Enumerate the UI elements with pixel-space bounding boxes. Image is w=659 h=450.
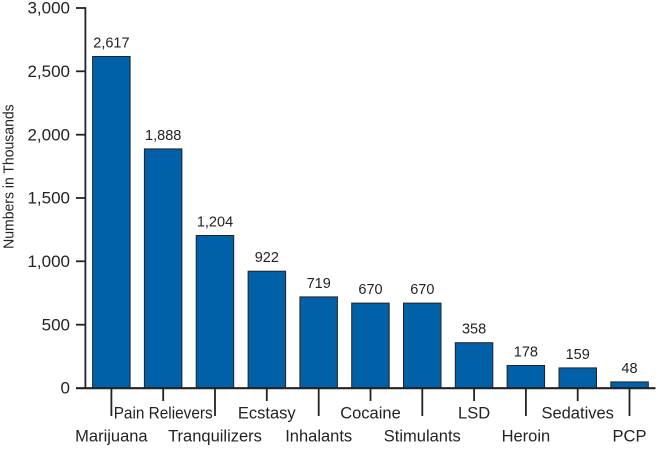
svg-text:922: 922 [255,250,279,266]
svg-text:Pain Relievers: Pain Relievers [114,405,213,423]
svg-text:159: 159 [566,347,590,363]
svg-text:2,617: 2,617 [93,36,129,52]
svg-text:0: 0 [61,379,70,398]
svg-text:3,000: 3,000 [27,0,70,18]
svg-text:500: 500 [42,315,70,334]
svg-text:Ecstasy: Ecstasy [238,405,297,423]
svg-text:Tranquilizers: Tranquilizers [168,427,262,445]
svg-text:670: 670 [410,282,434,298]
svg-text:1,888: 1,888 [145,128,181,144]
svg-text:2,500: 2,500 [27,62,70,81]
svg-text:358: 358 [462,322,486,338]
svg-text:48: 48 [621,361,637,377]
svg-text:PCP: PCP [613,427,647,445]
svg-text:Cocaine: Cocaine [340,405,401,423]
svg-text:670: 670 [358,282,382,298]
svg-text:1,500: 1,500 [27,189,70,208]
svg-text:Heroin: Heroin [502,427,551,445]
svg-text:Inhalants: Inhalants [285,427,352,445]
svg-text:Stimulants: Stimulants [384,427,461,445]
svg-text:1,204: 1,204 [197,215,233,231]
svg-text:2,000: 2,000 [27,125,70,144]
svg-text:1,000: 1,000 [27,252,70,271]
svg-text:Marijuana: Marijuana [75,427,148,445]
svg-text:LSD: LSD [458,405,490,423]
svg-text:719: 719 [307,276,331,292]
svg-text:Sedatives: Sedatives [541,405,613,423]
svg-text:178: 178 [514,345,538,361]
svg-text:Numbers in Thousands: Numbers in Thousands [2,104,18,249]
